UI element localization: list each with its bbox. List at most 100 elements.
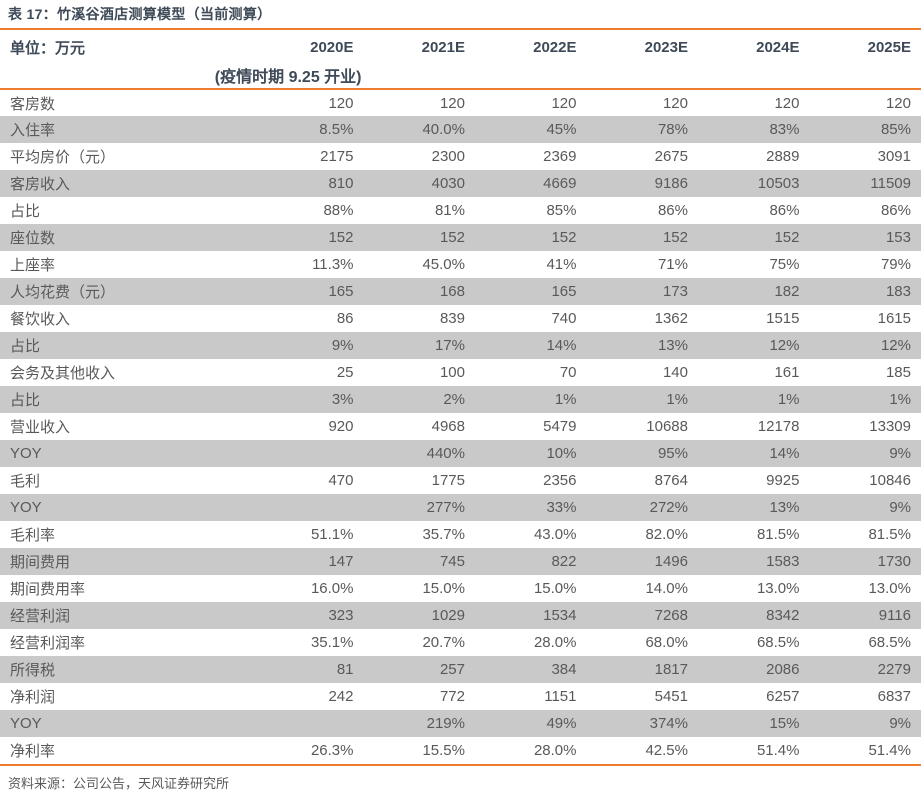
cell-value: 86% — [587, 197, 699, 224]
row-label: 毛利 — [0, 467, 252, 494]
cell-value: 68.0% — [587, 629, 699, 656]
cell-value: 49% — [475, 710, 587, 737]
table-header: 单位：万元 2020E 2021E 2022E 2023E 2024E 2025… — [0, 30, 921, 89]
cell-value: 1730 — [810, 548, 921, 575]
cell-value: 2369 — [475, 143, 587, 170]
cell-value: 5451 — [587, 683, 699, 710]
cell-value: 9186 — [587, 170, 699, 197]
cell-value: 51.1% — [252, 521, 364, 548]
cell-value: 33% — [475, 494, 587, 521]
cell-value: 2356 — [475, 467, 587, 494]
cell-value: 165 — [252, 278, 364, 305]
cell-value: 5479 — [475, 413, 587, 440]
cell-value: 11.3% — [252, 251, 364, 278]
cell-value: 323 — [252, 602, 364, 629]
cell-value: 9% — [252, 332, 364, 359]
row-label: 上座率 — [0, 251, 252, 278]
cell-value: 10503 — [698, 170, 810, 197]
cell-value: 1583 — [698, 548, 810, 575]
cell-value: 173 — [587, 278, 699, 305]
cell-value: 8342 — [698, 602, 810, 629]
cell-value: 839 — [364, 305, 476, 332]
cell-value: 10688 — [587, 413, 699, 440]
cell-value: 26.3% — [252, 737, 364, 764]
cell-value: 2175 — [252, 143, 364, 170]
cell-value: 182 — [698, 278, 810, 305]
cell-value: 12% — [698, 332, 810, 359]
cell-value: 13.0% — [698, 575, 810, 602]
cell-value: 384 — [475, 656, 587, 683]
cell-value: 68.5% — [698, 629, 810, 656]
cell-value: 9% — [810, 494, 921, 521]
row-label: 餐饮收入 — [0, 305, 252, 332]
cell-value: 152 — [252, 224, 364, 251]
cell-value: 440% — [364, 440, 476, 467]
year-header-2025e: 2025E — [810, 30, 921, 61]
cell-value: 4968 — [364, 413, 476, 440]
row-label: 经营利润率 — [0, 629, 252, 656]
row-label: 净利润 — [0, 683, 252, 710]
row-label: 净利率 — [0, 737, 252, 764]
cell-value: 165 — [475, 278, 587, 305]
cell-value — [252, 440, 364, 467]
cell-value: 13309 — [810, 413, 921, 440]
cell-value: 168 — [364, 278, 476, 305]
row-label: 占比 — [0, 332, 252, 359]
cell-value: 4030 — [364, 170, 476, 197]
row-label: 座位数 — [0, 224, 252, 251]
cell-value: 3% — [252, 386, 364, 413]
cell-value: 3091 — [810, 143, 921, 170]
cell-value: 1% — [810, 386, 921, 413]
cell-value: 95% — [587, 440, 699, 467]
row-label: 占比 — [0, 386, 252, 413]
cell-value: 13% — [587, 332, 699, 359]
row-label: 会务及其他收入 — [0, 359, 252, 386]
year-header-2024e: 2024E — [698, 30, 810, 61]
cell-value: 1029 — [364, 602, 476, 629]
cell-value: 2279 — [810, 656, 921, 683]
cell-value: 78% — [587, 116, 699, 143]
row-label: 入住率 — [0, 116, 252, 143]
cell-value: 257 — [364, 656, 476, 683]
cell-value: 745 — [364, 548, 476, 575]
row-label: 平均房价（元） — [0, 143, 252, 170]
row-label: YOY — [0, 440, 252, 467]
cell-value: 86% — [810, 197, 921, 224]
cell-value: 88% — [252, 197, 364, 224]
cell-value: 81.5% — [698, 521, 810, 548]
cell-value: 20.7% — [364, 629, 476, 656]
cell-value: 25 — [252, 359, 364, 386]
cell-value — [252, 494, 364, 521]
cell-value: 35.1% — [252, 629, 364, 656]
cell-value: 79% — [810, 251, 921, 278]
cell-value: 161 — [698, 359, 810, 386]
cell-value: 15.5% — [364, 737, 476, 764]
year-header-2021e: 2021E — [364, 30, 476, 61]
header-row-note: (疫情时期 9.25 开业) — [0, 61, 921, 89]
cell-value: 75% — [698, 251, 810, 278]
row-label: 所得税 — [0, 656, 252, 683]
cell-value: 1515 — [698, 305, 810, 332]
row-label: 毛利率 — [0, 521, 252, 548]
cell-value: 10% — [475, 440, 587, 467]
cell-value: 71% — [587, 251, 699, 278]
row-label: YOY — [0, 710, 252, 737]
cell-value — [252, 710, 364, 737]
row-label: 期间费用 — [0, 548, 252, 575]
year-header-2023e: 2023E — [587, 30, 699, 61]
cell-value: 9925 — [698, 467, 810, 494]
pandemic-opening-note: (疫情时期 9.25 开业) — [0, 61, 364, 89]
